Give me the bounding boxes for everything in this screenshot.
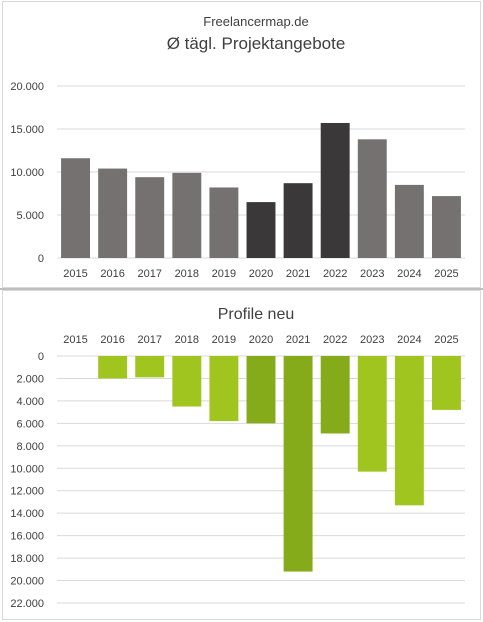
x-tick-label: 2018 xyxy=(175,268,199,280)
x-tick-label: 2020 xyxy=(249,334,273,346)
x-tick-label: 2025 xyxy=(434,268,458,280)
y-tick-label: 16.000 xyxy=(10,531,44,543)
bar xyxy=(246,356,276,424)
y-tick-label: 20.000 xyxy=(10,81,44,93)
x-tick-label: 2025 xyxy=(434,334,458,346)
bar xyxy=(431,196,461,258)
y-tick-label: 0 xyxy=(38,351,44,363)
chart-projektangebote: 0 5.000 10.000 15.000 20.000 2015 2016 2017 2018… xyxy=(10,81,465,280)
bar xyxy=(283,356,313,572)
bar xyxy=(172,356,202,407)
bar xyxy=(246,202,276,258)
x-tick-label: 2015 xyxy=(63,268,87,280)
x-tick-label: 2024 xyxy=(397,334,421,346)
x-tick-label: 2023 xyxy=(360,268,384,280)
bar xyxy=(98,356,128,379)
x-tick-label: 2021 xyxy=(286,268,310,280)
bar xyxy=(135,177,165,258)
chart-subtitle: Freelancermap.de xyxy=(203,14,309,29)
chart-profile-neu: 0 2.000 4.000 6.000 8.000 10.000 12.000 14.000 1… xyxy=(10,334,465,610)
x-tick-label: 2020 xyxy=(249,268,273,280)
y-tick-label: 8.000 xyxy=(16,441,44,453)
x-tick-label: 2017 xyxy=(137,334,161,346)
y-tick-label: 22.000 xyxy=(10,598,44,610)
bar xyxy=(320,356,350,434)
y-tick-label: 0 xyxy=(38,253,44,265)
y-tick-label: 5.000 xyxy=(16,210,44,222)
bar xyxy=(283,183,313,258)
chart-title-profile: Profile neu xyxy=(218,306,295,323)
bar xyxy=(431,356,461,410)
bar xyxy=(320,122,350,258)
x-tick-label: 2016 xyxy=(100,334,124,346)
bar xyxy=(61,158,91,258)
bar xyxy=(135,356,165,378)
bar xyxy=(357,356,387,472)
bar xyxy=(394,184,424,258)
y-tick-label: 4.000 xyxy=(16,396,44,408)
x-tick-label: 2022 xyxy=(323,334,347,346)
x-tick-label: 2024 xyxy=(397,268,421,280)
x-tick-label: 2016 xyxy=(100,268,124,280)
y-tick-label: 20.000 xyxy=(10,576,44,588)
y-tick-label: 6.000 xyxy=(16,418,44,430)
bar xyxy=(394,356,424,506)
x-tick-label: 2018 xyxy=(175,334,199,346)
y-tick-label: 15.000 xyxy=(10,124,44,136)
y-tick-label: 10.000 xyxy=(10,167,44,179)
x-tick-label: 2023 xyxy=(360,334,384,346)
x-tick-label: 2019 xyxy=(212,268,236,280)
bar xyxy=(209,356,239,422)
x-tick-label: 2015 xyxy=(63,334,87,346)
bar xyxy=(172,172,202,258)
x-tick-label: 2021 xyxy=(286,334,310,346)
x-tick-label: 2019 xyxy=(212,334,236,346)
y-tick-label: 14.000 xyxy=(10,508,44,520)
y-tick-label: 12.000 xyxy=(10,486,44,498)
bar xyxy=(209,187,239,258)
bar xyxy=(98,168,128,258)
bar xyxy=(357,139,387,258)
x-tick-label: 2022 xyxy=(323,268,347,280)
y-tick-label: 18.000 xyxy=(10,553,44,565)
chart-title: Ø tägl. Projektangebote xyxy=(167,34,346,53)
x-tick-label: 2017 xyxy=(137,268,161,280)
y-tick-label: 10.000 xyxy=(10,463,44,475)
y-tick-label: 2.000 xyxy=(16,373,44,385)
panel-divider xyxy=(0,288,483,290)
